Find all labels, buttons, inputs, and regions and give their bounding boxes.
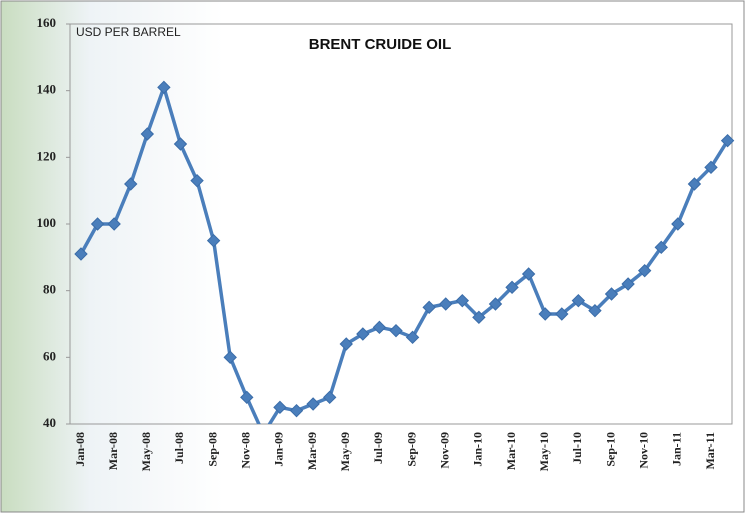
data-point bbox=[472, 310, 486, 325]
data-point bbox=[240, 390, 254, 405]
x-tick-label: Sep-08 bbox=[205, 432, 219, 467]
x-tick-label: Mar-09 bbox=[305, 432, 319, 470]
data-point bbox=[206, 233, 221, 248]
data-point bbox=[405, 330, 420, 345]
data-point bbox=[389, 323, 403, 338]
data-point bbox=[74, 247, 88, 261]
data-point bbox=[720, 133, 735, 148]
data-point bbox=[704, 160, 718, 175]
chart-title: BRENT CRUIDE OIL bbox=[309, 36, 452, 53]
data-point bbox=[671, 217, 685, 231]
data-point bbox=[687, 177, 702, 191]
data-point bbox=[322, 390, 337, 405]
x-tick-label: Mar-11 bbox=[703, 432, 717, 470]
x-tick-label: Sep-10 bbox=[603, 432, 617, 467]
data-point bbox=[505, 280, 519, 295]
data-point bbox=[223, 350, 237, 365]
y-tick-label: 60 bbox=[43, 348, 56, 363]
x-tick-label: Jan-09 bbox=[272, 432, 286, 467]
data-point bbox=[588, 303, 602, 318]
data-point bbox=[339, 337, 353, 351]
data-point bbox=[422, 300, 436, 315]
x-tick-label: Jul-10 bbox=[570, 432, 584, 464]
data-point bbox=[107, 217, 121, 231]
data-point bbox=[372, 320, 387, 335]
x-tick-label: May-10 bbox=[537, 432, 551, 471]
data-point bbox=[306, 397, 320, 411]
x-tick-label: Mar-10 bbox=[504, 432, 518, 470]
data-point bbox=[173, 137, 188, 151]
data-point bbox=[538, 307, 552, 321]
data-point bbox=[455, 293, 470, 308]
x-tick-label: Nov-08 bbox=[239, 432, 253, 469]
x-tick-label: Jan-10 bbox=[471, 432, 485, 467]
y-tick-label: 80 bbox=[43, 282, 56, 297]
data-point bbox=[439, 297, 453, 311]
x-tick-label: Nov-09 bbox=[437, 432, 451, 469]
annotation: USD PER BARREL bbox=[76, 25, 181, 39]
y-tick-label: 100 bbox=[37, 215, 57, 230]
x-tick-label: Jan-11 bbox=[670, 432, 684, 466]
data-point bbox=[604, 287, 619, 301]
y-tick-label: 120 bbox=[37, 148, 57, 163]
series-line bbox=[79, 81, 730, 424]
data-point bbox=[654, 240, 668, 255]
data-point bbox=[488, 297, 503, 311]
x-tick-label: Sep-09 bbox=[404, 432, 418, 467]
x-tick-label: Jul-09 bbox=[371, 432, 385, 464]
data-point bbox=[157, 80, 171, 95]
data-point bbox=[190, 173, 204, 188]
x-tick-label: May-09 bbox=[338, 432, 352, 471]
x-tick-label: Nov-10 bbox=[636, 432, 650, 469]
x-tick-label: Jan-08 bbox=[73, 432, 87, 467]
data-point bbox=[124, 177, 138, 191]
y-tick-label: 140 bbox=[37, 82, 57, 97]
data-point bbox=[621, 277, 635, 291]
data-point bbox=[273, 400, 287, 415]
data-point bbox=[90, 217, 105, 231]
x-tick-label: Mar-08 bbox=[106, 432, 120, 470]
x-tick-label: Jul-08 bbox=[172, 432, 186, 464]
y-tick-label: 160 bbox=[37, 15, 57, 30]
y-tick-label: 40 bbox=[43, 415, 56, 430]
x-tick-label: May-08 bbox=[139, 432, 153, 471]
data-point bbox=[571, 293, 586, 308]
data-point bbox=[555, 307, 569, 321]
data-point bbox=[289, 403, 304, 418]
data-point bbox=[637, 263, 652, 278]
data-point bbox=[140, 127, 155, 141]
data-point bbox=[521, 267, 536, 281]
data-point bbox=[356, 327, 370, 341]
